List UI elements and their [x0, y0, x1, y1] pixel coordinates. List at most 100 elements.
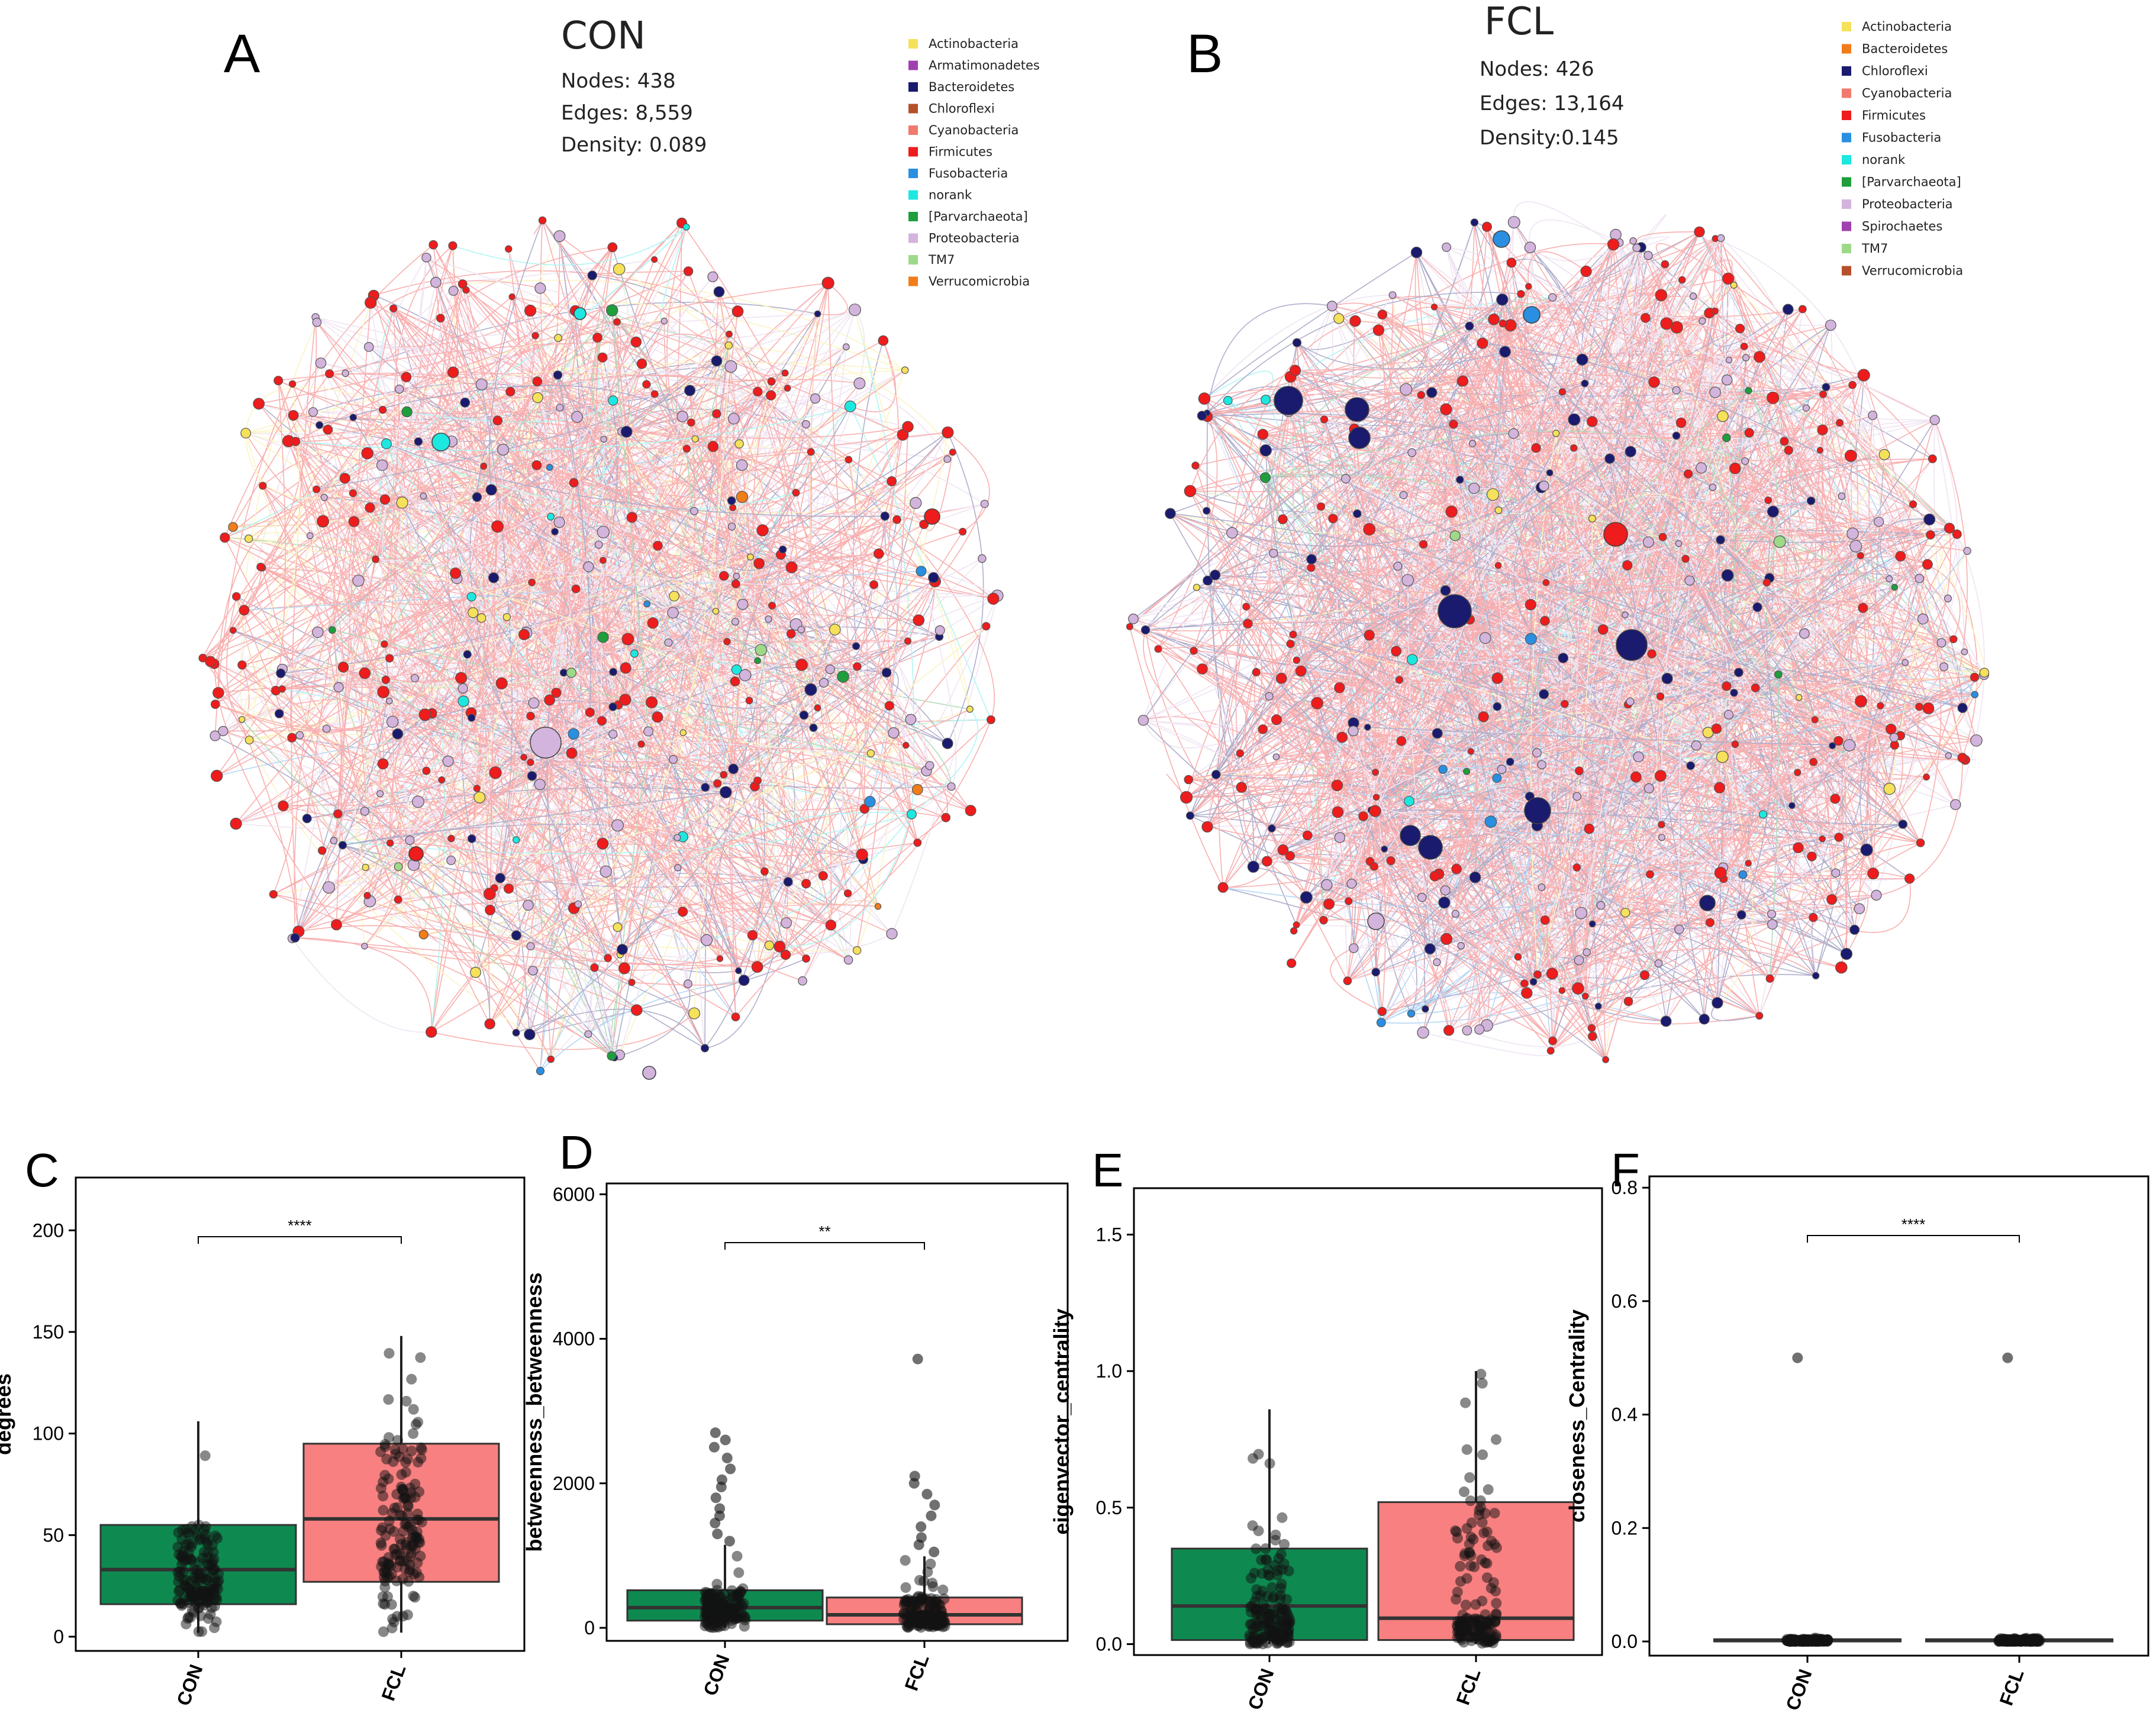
- network-edge: [370, 302, 887, 673]
- network-node: [392, 728, 404, 740]
- network-node: [337, 662, 349, 673]
- network-edge: [713, 446, 887, 673]
- panel-letter: A: [224, 24, 260, 84]
- network-node: [1829, 742, 1836, 750]
- network-node: [1712, 997, 1723, 1009]
- network-edge: [469, 496, 533, 776]
- network-node: [447, 366, 459, 378]
- network-edge: [364, 431, 627, 812]
- network-edge: [481, 384, 948, 744]
- network-edge: [1831, 891, 1868, 954]
- network-edge: [1574, 419, 1773, 915]
- network-edge: [431, 712, 623, 950]
- network-edge: [481, 393, 655, 619]
- network-edge: [1474, 222, 1546, 621]
- network-edge: [1603, 541, 1649, 1060]
- network-edge: [1696, 415, 1873, 746]
- network-edge: [1143, 633, 1805, 727]
- network-edge: [575, 588, 918, 791]
- network-edge: [1680, 422, 1879, 522]
- network-node: [1587, 416, 1598, 427]
- network-edge: [1912, 504, 1978, 758]
- network-node: [455, 672, 468, 684]
- network-edge: [365, 282, 829, 674]
- network-edge: [215, 360, 717, 705]
- network-node: [1507, 216, 1520, 229]
- network-edge: [246, 433, 916, 514]
- network-edge: [530, 310, 811, 453]
- network-node: [906, 809, 917, 820]
- network-edge: [1293, 441, 1785, 931]
- network-node: [448, 241, 457, 250]
- network-edge: [762, 530, 858, 667]
- network-node: [1128, 613, 1139, 624]
- network-edge: [540, 979, 745, 1072]
- network-node: [605, 304, 618, 317]
- network-edge: [321, 762, 531, 851]
- network-edge: [476, 340, 884, 498]
- network-edge: [275, 380, 286, 691]
- data-point: [389, 1502, 400, 1514]
- network-edge: [1804, 633, 1984, 676]
- network-edge: [1497, 678, 1709, 733]
- network-edge: [423, 495, 737, 670]
- network-edge: [1474, 614, 1626, 878]
- network-edge: [524, 633, 575, 753]
- network-node: [1714, 782, 1726, 794]
- network-edge: [556, 553, 879, 694]
- network-edge: [1329, 904, 1813, 925]
- network-edge: [1578, 473, 1689, 960]
- network-edge: [369, 346, 908, 427]
- network-edge: [1455, 901, 1847, 954]
- network-edge: [1625, 247, 1662, 838]
- network-edge: [1728, 714, 1793, 806]
- network-node: [396, 496, 408, 509]
- network-node: [1788, 802, 1796, 809]
- network-edge: [1329, 437, 1728, 905]
- network-node: [1721, 374, 1733, 386]
- network-node: [653, 540, 663, 551]
- network-edge: [1536, 467, 1702, 753]
- network-edge: [611, 222, 682, 1056]
- data-point: [199, 1450, 211, 1462]
- data-point: [395, 1556, 406, 1567]
- network-edge: [540, 629, 802, 1072]
- network-node: [1332, 806, 1344, 818]
- network-edge: [891, 595, 998, 934]
- network-node: [447, 834, 455, 843]
- legend-swatch: [908, 212, 918, 221]
- network-edge: [663, 321, 907, 746]
- network-node: [1269, 549, 1278, 558]
- network-edge: [1216, 774, 1268, 808]
- network-edge: [315, 317, 502, 683]
- network-edge: [410, 598, 994, 841]
- network-edge: [1833, 455, 1901, 736]
- network-edge: [399, 389, 684, 912]
- network-edge: [613, 671, 811, 709]
- x-tick-label: FCL: [900, 1652, 933, 1694]
- network-node: [1521, 987, 1533, 999]
- network-node: [1796, 694, 1803, 701]
- legend-swatch: [1842, 133, 1851, 143]
- network-edge: [291, 337, 559, 738]
- network-edge: [1253, 755, 1949, 867]
- network-edge: [233, 373, 330, 528]
- network-node: [1185, 811, 1194, 820]
- network-edge: [1188, 779, 1554, 1041]
- network-edge: [1269, 679, 1400, 697]
- network-edge: [1420, 292, 1662, 396]
- network-edge: [1662, 537, 1847, 954]
- network-edge: [1363, 815, 1538, 860]
- network-edge: [1316, 703, 1324, 921]
- legend-swatch: [908, 60, 918, 70]
- network-node: [1353, 509, 1362, 518]
- network-node: [1597, 624, 1609, 635]
- network-edge: [1788, 450, 1929, 709]
- network-node: [1830, 794, 1841, 804]
- network-node: [1825, 320, 1836, 331]
- network-edge: [547, 334, 730, 746]
- network-edge: [393, 308, 792, 634]
- network-edge: [1733, 285, 1851, 456]
- network-node: [1762, 578, 1771, 587]
- network-node: [781, 917, 792, 928]
